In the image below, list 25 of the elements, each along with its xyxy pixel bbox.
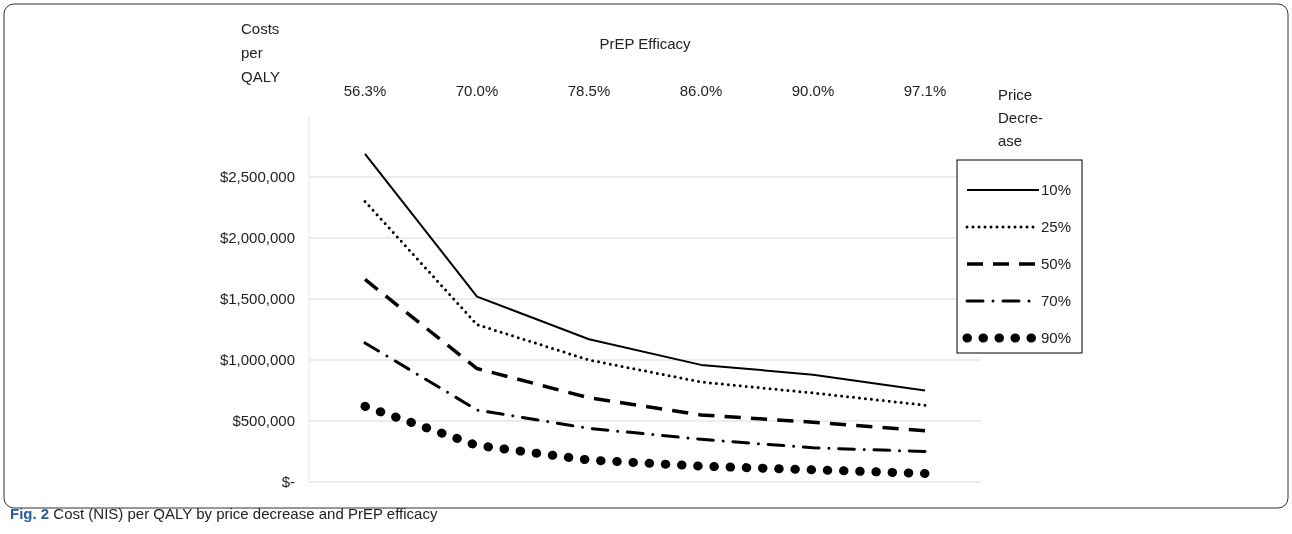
- y-tick-label: $-: [281, 473, 295, 491]
- x-tick-label: 78.5%: [567, 82, 611, 99]
- legend-label: 50%: [1041, 255, 1072, 273]
- y-tick-label: $1,000,000: [219, 351, 295, 369]
- legend-label: 25%: [1041, 218, 1072, 236]
- y-tick-label: $500,000: [232, 412, 295, 430]
- line-series: [363, 341, 927, 453]
- legend-label: 90%: [1041, 329, 1072, 347]
- x-tick-label: 97.1%: [903, 82, 947, 99]
- y-axis-title: Costs per QALY: [241, 20, 280, 85]
- x-axis-title: PrEP Efficacy: [599, 35, 692, 52]
- line-series: [363, 199, 927, 407]
- y-tick-label: $2,500,000: [219, 168, 295, 186]
- line-series: [364, 152, 926, 392]
- y-tick-label: $2,000,000: [219, 229, 295, 247]
- x-tick-label: 56.3%: [343, 82, 387, 99]
- x-tick-label: 70.0%: [455, 82, 499, 99]
- caption: Fig. 2 Cost (NIS) per QALY by price decrease and PrEP efficacy: [10, 505, 438, 522]
- line-series: [363, 277, 927, 433]
- x-tick-label: 86.0%: [679, 82, 723, 99]
- y-tick-label: $1,500,000: [219, 290, 295, 308]
- legend-title: Price Decre-ase: [998, 86, 1044, 149]
- legend-label: 10%: [1041, 181, 1072, 199]
- legend-label: 70%: [1041, 292, 1072, 310]
- x-tick-label: 90.0%: [791, 82, 835, 99]
